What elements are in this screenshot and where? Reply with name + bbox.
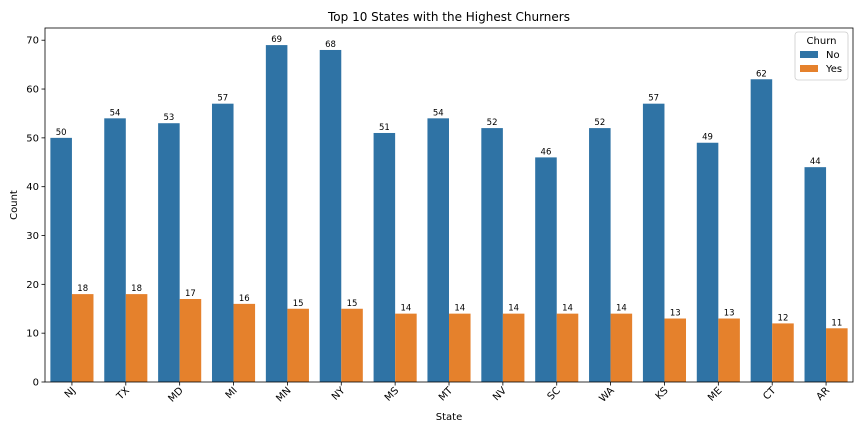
data-label-ks-yes: 13 — [670, 309, 681, 319]
data-label-tx-no: 54 — [110, 108, 121, 118]
legend-label-yes: Yes — [825, 64, 842, 75]
legend-swatch-no — [800, 51, 818, 58]
y-tick-label: 0 — [33, 378, 39, 389]
data-label-ny-yes: 15 — [347, 299, 358, 309]
bar-mi-no — [211, 103, 234, 382]
bar-nv-yes — [502, 313, 525, 382]
x-tick-label-sc: SC — [546, 385, 563, 402]
x-tick-label-mt: MT — [437, 385, 456, 404]
bar-ks-yes — [664, 318, 687, 382]
bar-ks-no — [642, 103, 665, 382]
bar-ar-yes — [826, 328, 848, 382]
data-label-nj-yes: 18 — [77, 284, 88, 294]
data-label-ct-no: 62 — [756, 69, 767, 79]
data-label-mi-no: 57 — [217, 94, 228, 104]
data-label-nj-no: 50 — [56, 128, 67, 138]
bar-mn-yes — [287, 308, 309, 382]
chart-title: Top 10 States with the Highest Churners — [327, 10, 570, 24]
bar-md-no — [158, 123, 180, 382]
data-label-ms-no: 51 — [379, 123, 390, 133]
x-tick-label-ny: NY — [330, 385, 348, 403]
x-tick-label-mn: MN — [274, 385, 293, 404]
bar-me-no — [696, 142, 719, 382]
x-tick-label-nv: NV — [491, 385, 509, 403]
y-tick-label: 40 — [26, 182, 39, 193]
data-label-ms-yes: 14 — [400, 304, 411, 314]
data-label-sc-yes: 14 — [562, 304, 573, 314]
bar-nj-yes — [71, 294, 94, 382]
y-axis-label: Count — [9, 190, 20, 220]
data-label-sc-no: 46 — [541, 147, 552, 157]
y-tick-label: 10 — [26, 329, 39, 340]
bar-sc-no — [535, 157, 557, 382]
bar-mn-no — [265, 45, 288, 382]
bar-me-yes — [718, 318, 740, 382]
y-tick-label: 50 — [26, 133, 39, 144]
data-label-wa-yes: 14 — [616, 304, 627, 314]
data-label-ny-no: 68 — [325, 40, 336, 50]
data-label-ks-no: 57 — [648, 94, 659, 104]
bar-tx-no — [104, 118, 126, 383]
data-label-nv-yes: 14 — [508, 304, 519, 314]
x-tick-label-me: ME — [706, 385, 724, 403]
data-label-mi-yes: 16 — [239, 294, 250, 304]
x-tick-label-mi: MI — [224, 385, 240, 401]
data-label-me-no: 49 — [702, 133, 713, 143]
bar-ny-yes — [341, 308, 363, 382]
bar-ct-yes — [772, 323, 794, 382]
bar-ms-no — [373, 132, 396, 382]
x-tick-label-md: MD — [166, 385, 186, 405]
legend: Churn No Yes — [794, 31, 849, 81]
data-label-md-no: 53 — [163, 113, 174, 123]
bar-md-yes — [179, 298, 202, 382]
data-label-ar-yes: 11 — [831, 318, 842, 328]
x-tick-label-tx: TX — [114, 385, 132, 403]
bar-ms-yes — [395, 313, 417, 382]
x-tick-label-ms: MS — [383, 385, 401, 403]
data-label-nv-no: 52 — [487, 118, 498, 128]
bar-wa-yes — [610, 313, 633, 382]
y-tick-label: 30 — [26, 231, 39, 242]
bar-tx-yes — [125, 294, 148, 382]
y-tick-label: 60 — [26, 85, 39, 96]
data-label-ar-no: 44 — [810, 157, 821, 167]
bar-mt-yes — [449, 313, 471, 382]
data-label-wa-no: 52 — [594, 118, 605, 128]
bar-wa-no — [589, 128, 611, 382]
bar-mi-yes — [233, 303, 256, 382]
legend-swatch-yes — [800, 65, 818, 72]
data-label-mt-yes: 14 — [454, 304, 465, 314]
legend-label-no: No — [826, 50, 840, 61]
bar-ny-no — [319, 49, 342, 382]
bars-layer — [50, 45, 848, 383]
legend-title: Churn — [807, 36, 837, 47]
data-label-md-yes: 17 — [185, 289, 196, 299]
x-tick-label-ct: CT — [761, 385, 779, 403]
data-label-me-yes: 13 — [724, 309, 735, 319]
x-tick-label-ar: AR — [815, 385, 833, 403]
x-tick-label-wa: WA — [597, 385, 616, 404]
bar-ct-no — [750, 79, 773, 382]
data-label-mt-no: 54 — [433, 108, 444, 118]
data-label-mn-yes: 15 — [293, 299, 304, 309]
bar-mt-no — [427, 118, 449, 383]
x-tick-label-ks: KS — [654, 385, 671, 402]
bar-sc-yes — [556, 313, 579, 382]
x-axis-label: State — [436, 412, 462, 423]
y-tick-label: 20 — [26, 280, 39, 291]
data-label-tx-yes: 18 — [131, 284, 142, 294]
bar-ar-no — [804, 167, 827, 382]
bar-nv-no — [481, 128, 503, 382]
data-labels-layer: 50 18 54 18 53 17 57 16 69 15 68 15 51 14 54 14 52 14 46 14… — [56, 35, 843, 328]
bar-nj-no — [50, 137, 72, 382]
y-tick-label: 70 — [26, 36, 39, 47]
data-label-ct-yes: 12 — [778, 313, 789, 323]
x-tick-label-nj: NJ — [63, 385, 78, 400]
data-label-mn-no: 69 — [271, 35, 282, 45]
